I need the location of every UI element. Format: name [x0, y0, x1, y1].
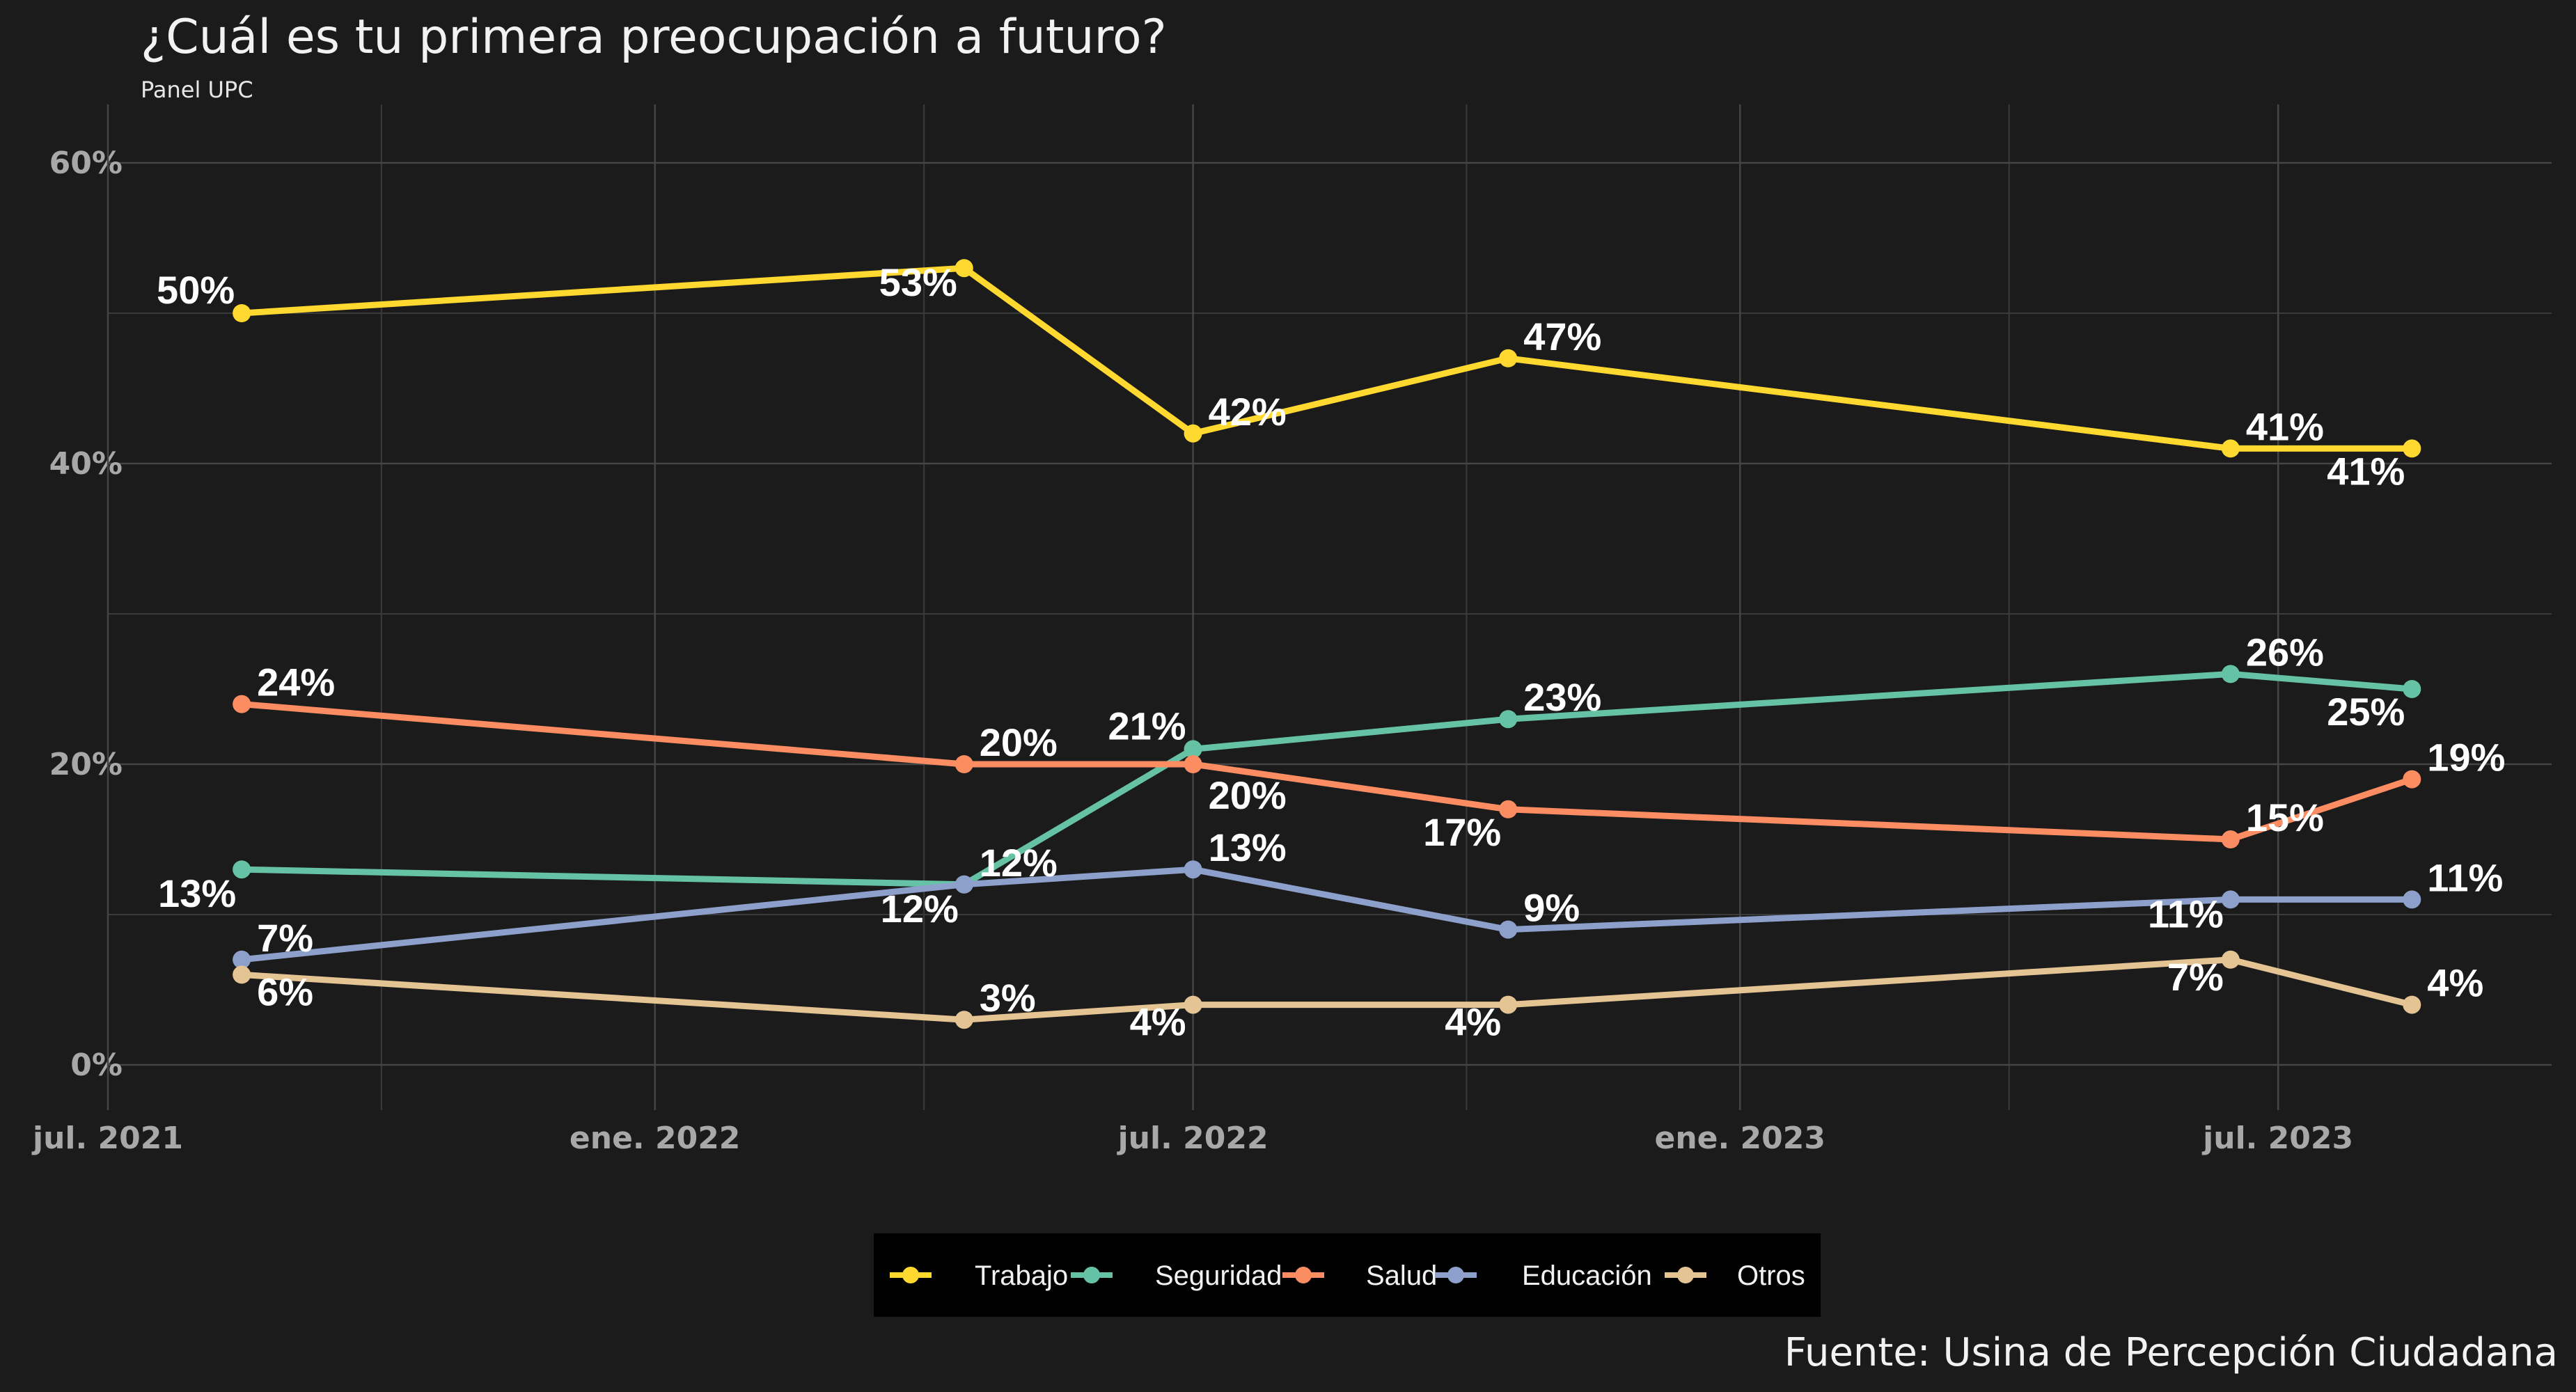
data-label: 12% — [881, 887, 959, 931]
data-label: 6% — [257, 970, 313, 1013]
data-point — [2403, 770, 2421, 789]
data-label: 17% — [1423, 810, 1501, 854]
data-point — [1499, 800, 1518, 818]
data-label: 4% — [2427, 961, 2483, 1005]
data-point — [955, 875, 973, 894]
data-point — [2403, 890, 2421, 909]
data-label: 47% — [1523, 315, 1601, 358]
legend-key-dot — [902, 1267, 919, 1283]
x-tick-label: jul. 2022 — [1117, 1121, 1269, 1156]
legend-key-dot — [1083, 1267, 1100, 1283]
plot-area: 0% 20% 40% 60% jul. 2021 ene. 2022 jul. 2022 en… — [31, 104, 2552, 1156]
data-point — [2403, 439, 2421, 458]
data-point — [1184, 860, 1202, 879]
data-point — [2221, 830, 2240, 848]
legend-label: Trabajo — [975, 1260, 1068, 1291]
data-label: 24% — [257, 661, 335, 704]
legend-label: Salud — [1366, 1260, 1437, 1291]
chart-title: ¿Cuál es tu primera preocupación a futur… — [141, 10, 1167, 65]
legend-label: Seguridad — [1155, 1260, 1282, 1291]
data-point — [1499, 995, 1518, 1014]
series-line-seguridad — [238, 670, 2415, 888]
data-label: 20% — [980, 720, 1058, 764]
data-label: 25% — [2327, 690, 2405, 734]
data-point — [955, 259, 973, 278]
data-label: 26% — [2246, 630, 2324, 674]
data-point — [2221, 950, 2240, 969]
data-point — [233, 304, 251, 322]
data-label: 11% — [2427, 855, 2503, 899]
data-point — [1184, 755, 1202, 773]
data-label: 41% — [2327, 449, 2405, 493]
legend-key-dot — [1677, 1267, 1694, 1283]
series-line-salud — [238, 701, 2415, 843]
data-point — [2221, 890, 2240, 909]
data-label: 7% — [257, 916, 313, 960]
series-line-trabajo — [238, 264, 2415, 452]
data-point — [233, 695, 251, 713]
data-label: 12% — [980, 841, 1058, 885]
y-tick-label: 0% — [70, 1047, 123, 1083]
x-tick-label: jul. 2023 — [2201, 1121, 2353, 1156]
data-point — [233, 965, 251, 984]
legend-key-dot — [1447, 1267, 1464, 1283]
data-label: 3% — [980, 976, 1036, 1020]
legend-label: Educación — [1522, 1260, 1652, 1291]
data-label: 20% — [1209, 773, 1287, 817]
data-point — [1184, 740, 1202, 759]
chart-caption: Fuente: Usina de Percepción Ciudadana — [1784, 1330, 2558, 1375]
data-point — [1184, 424, 1202, 443]
x-tick-label: ene. 2023 — [1655, 1121, 1826, 1156]
data-label: 53% — [879, 260, 957, 304]
data-label: 15% — [2246, 796, 2324, 839]
data-point — [1184, 995, 1202, 1014]
data-label: 41% — [2246, 404, 2324, 448]
series-line-educación — [238, 866, 2415, 963]
data-label: 13% — [158, 871, 236, 915]
data-point — [2221, 439, 2240, 458]
legend-key-dot — [1295, 1267, 1312, 1283]
legend-box — [874, 1233, 1821, 1317]
y-tick-label: 60% — [49, 145, 123, 181]
legend-label: Otros — [1737, 1260, 1805, 1291]
data-point — [2403, 995, 2421, 1014]
data-point — [2403, 680, 2421, 698]
data-point — [1499, 349, 1518, 367]
data-label: 23% — [1523, 675, 1601, 719]
y-tick-label: 20% — [49, 747, 123, 782]
data-label: 11% — [2148, 892, 2224, 935]
data-point — [955, 755, 973, 773]
data-label: 9% — [1523, 886, 1580, 930]
data-label: 21% — [1108, 704, 1186, 748]
data-point — [955, 1011, 973, 1029]
data-point — [2221, 665, 2240, 683]
data-point — [1499, 920, 1518, 939]
chart-subtitle: Panel UPC — [141, 77, 253, 103]
data-label: 4% — [1130, 1000, 1186, 1044]
data-label: 19% — [2427, 736, 2505, 780]
data-label: 50% — [157, 268, 235, 312]
plot-background — [108, 104, 2552, 1110]
data-point — [1499, 710, 1518, 729]
x-tick-label: ene. 2022 — [570, 1121, 741, 1156]
data-point — [233, 860, 251, 879]
legend: Trabajo Seguridad Salud Educación Otros — [874, 1233, 1821, 1317]
x-tick-label: jul. 2021 — [31, 1121, 183, 1156]
data-point — [233, 950, 251, 969]
data-label: 13% — [1209, 825, 1287, 869]
data-label: 4% — [1445, 1000, 1501, 1044]
data-label: 7% — [2167, 955, 2224, 999]
series-line-otros — [238, 956, 2415, 1023]
y-tick-label: 40% — [49, 446, 123, 482]
data-label: 42% — [1209, 390, 1287, 434]
